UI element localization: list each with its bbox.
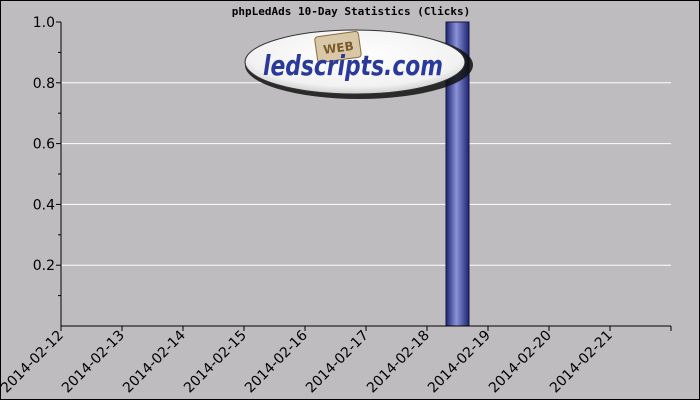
y-axis-labels: 0.2 0.4 0.6 0.8 1.0	[33, 15, 55, 274]
y-tick-label: 0.2	[33, 258, 55, 274]
x-axis-labels: 2014-02-122014-02-132014-02-142014-02-15…	[1, 327, 616, 396]
watermark-text: ledscripts.com	[263, 49, 443, 82]
y-tick-label: 0.4	[33, 197, 55, 213]
x-tick-label: 2014-02-14	[120, 327, 189, 396]
x-tick-label: 2014-02-15	[181, 328, 250, 397]
x-tick-label: 2014-02-19	[425, 328, 494, 397]
watermark-logo: WEB ledscripts.com	[244, 29, 473, 99]
chart-title: phpLedAds 10-Day Statistics (Clicks)	[232, 5, 470, 18]
x-tick-label: 2014-02-12	[1, 328, 67, 397]
grid-lines	[61, 82, 671, 266]
x-tick-label: 2014-02-20	[486, 328, 555, 397]
x-tick-label: 2014-02-16	[242, 327, 311, 396]
x-tick-label: 2014-02-18	[364, 328, 433, 397]
x-tick-label: 2014-02-13	[59, 328, 128, 397]
axes	[56, 21, 672, 331]
x-tick-label: 2014-02-17	[303, 328, 372, 397]
y-tick-label: 0.6	[33, 137, 55, 153]
y-tick-label: 0.8	[33, 76, 55, 92]
y-tick-label: 1.0	[33, 15, 55, 31]
x-tick-label: 2014-02-21	[547, 328, 616, 397]
watermark-badge: WEB	[322, 39, 354, 57]
